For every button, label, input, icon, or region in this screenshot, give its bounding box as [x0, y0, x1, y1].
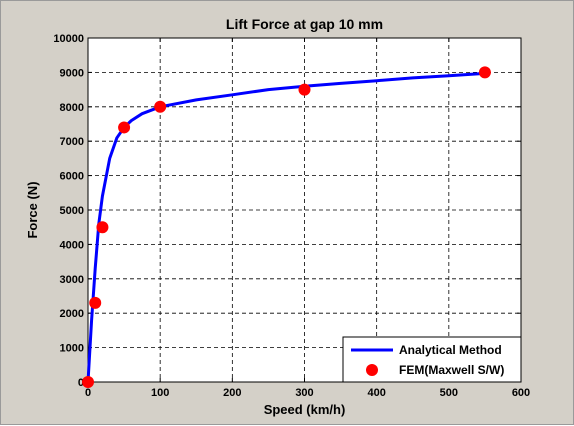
y-tick-label: 5000: [60, 205, 84, 217]
fem-data-point: [82, 376, 94, 388]
fem-data-point: [89, 296, 102, 309]
y-tick-label: 6000: [60, 171, 84, 183]
legend-entry: FEM(Maxwell S/W): [399, 363, 504, 377]
fem-data-point: [298, 83, 311, 96]
x-tick-label: 0: [85, 387, 91, 399]
x-tick-label: 300: [295, 387, 313, 399]
y-axis-label: Force (N): [25, 181, 40, 238]
y-tick-label: 10000: [53, 33, 84, 45]
data-series: [82, 66, 491, 388]
fem-data-point: [118, 121, 131, 134]
y-tick-label: 0: [78, 377, 84, 389]
x-axis-label: Speed (km/h): [264, 402, 346, 417]
x-tick-label: 600: [512, 387, 530, 399]
y-tick-label: 8000: [60, 102, 84, 114]
y-tick-label: 4000: [60, 239, 84, 251]
chart-title: Lift Force at gap 10 mm: [226, 16, 383, 32]
fem-data-point: [96, 221, 109, 234]
legend: Analytical Method FEM(Maxwell S/W): [342, 336, 522, 383]
fem-data-point: [154, 100, 167, 113]
legend-marker-swatch: [366, 364, 378, 376]
x-tick-label: 500: [440, 387, 458, 399]
y-tick-label: 2000: [60, 308, 84, 320]
y-tick-label: 3000: [60, 274, 84, 286]
y-tick-label: 9000: [60, 67, 84, 79]
x-tick-label: 200: [223, 387, 241, 399]
x-tick-label: 100: [151, 387, 169, 399]
y-tick-label: 7000: [60, 136, 84, 148]
legend-entry: Analytical Method: [399, 343, 502, 357]
y-tick-label: 1000: [60, 343, 84, 355]
analytical-method-line: [86, 71, 487, 384]
fem-data-point: [478, 66, 491, 79]
x-tick-label: 400: [367, 387, 385, 399]
axis-ticks: 0 100 200 300 400 500 600010002000300040005000…: [53, 33, 530, 399]
